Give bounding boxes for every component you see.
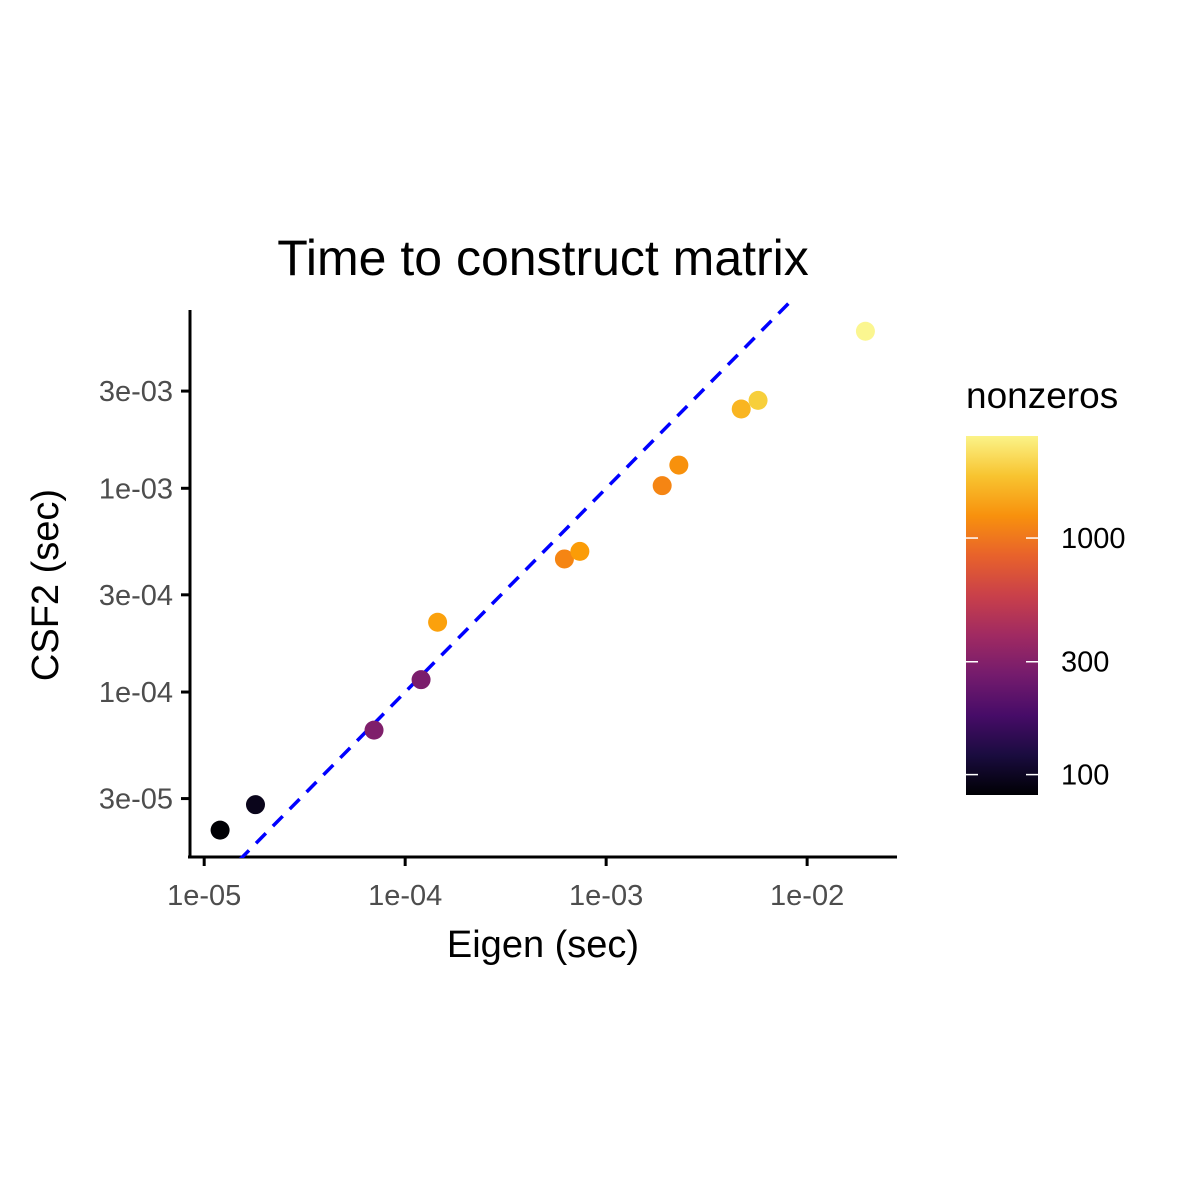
- data-point: [554, 549, 574, 569]
- data-point: [210, 820, 230, 840]
- legend-title: nonzeros: [966, 375, 1118, 416]
- data-point: [570, 541, 590, 561]
- data-point: [669, 455, 689, 475]
- y-tick-label: 1e-04: [99, 677, 173, 709]
- legend-colorbar: [966, 436, 1038, 795]
- x-tick-label: 1e-04: [368, 880, 442, 912]
- legend-tick-label: 300: [1061, 647, 1109, 679]
- data-point: [245, 795, 265, 815]
- x-tick-label: 1e-03: [569, 880, 643, 912]
- legend-ticks: 100 300 1000: [966, 523, 1126, 792]
- chart-title: Time to construct matrix: [277, 230, 809, 286]
- data-point: [731, 399, 751, 419]
- x-axis-ticks: 1e-05 1e-04 1e-03 1e-02: [167, 857, 844, 912]
- y-axis-ticks: 3e-05 1e-04 3e-04 1e-03 3e-03: [99, 376, 190, 816]
- x-axis-title: Eigen (sec): [447, 924, 639, 966]
- y-tick-label: 1e-03: [99, 473, 173, 505]
- data-point: [748, 390, 768, 410]
- data-point: [855, 321, 875, 341]
- data-point: [428, 612, 448, 632]
- data-point: [364, 720, 384, 740]
- data-point: [411, 670, 431, 690]
- y-tick-label: 3e-03: [99, 376, 173, 408]
- data-point: [652, 476, 672, 496]
- legend-tick-label: 1000: [1061, 523, 1126, 555]
- legend-tick-label: 100: [1061, 760, 1109, 792]
- x-tick-label: 1e-02: [770, 880, 844, 912]
- y-tick-label: 3e-04: [99, 580, 173, 612]
- y-tick-label: 3e-05: [99, 784, 173, 816]
- points-group: [210, 321, 875, 840]
- y-axis-title: CSF2 (sec): [25, 489, 67, 681]
- x-tick-label: 1e-05: [167, 880, 241, 912]
